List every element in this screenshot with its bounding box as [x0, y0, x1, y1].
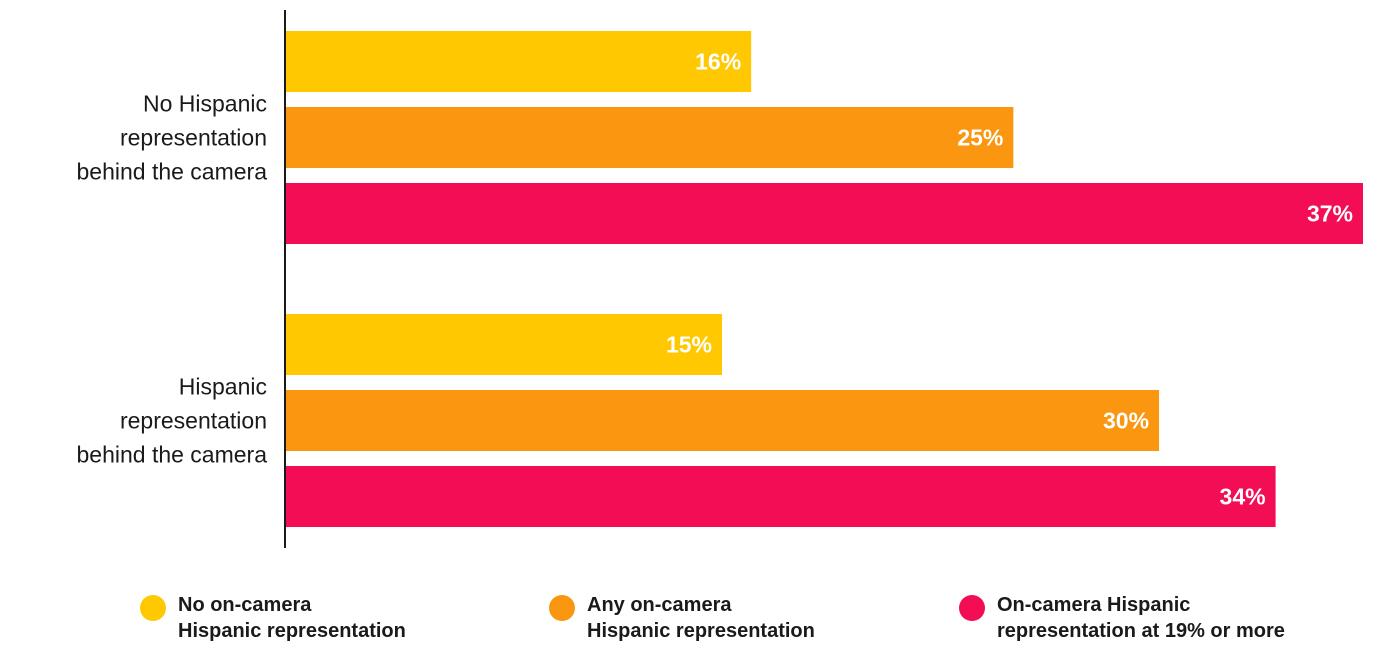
- legend-label: Any on-camera Hispanic representation: [587, 594, 815, 642]
- bar: [285, 31, 752, 92]
- legend: No on-camera Hispanic representation Any…: [0, 592, 1381, 648]
- category-label: No Hispanic representation behind the came…: [76, 91, 267, 185]
- bar-value-label: 25%: [957, 125, 1003, 151]
- bar: [285, 183, 1363, 244]
- bar: [285, 390, 1160, 451]
- legend-item-19-percent-or-more: On-camera Hispanic representation at 19%…: [959, 592, 1285, 644]
- bar-chart: 16% 25% 37% 15% 30% 34% No Hispanic representa…: [76, 10, 1363, 548]
- legend-item-no-on-camera: No on-camera Hispanic representation: [140, 592, 406, 644]
- bar-value-label: 15%: [666, 332, 712, 358]
- bar-value-label: 16%: [695, 49, 741, 75]
- bar: [285, 466, 1276, 527]
- category-label: Hispanic representation behind the camera: [76, 374, 267, 468]
- legend-label: No on-camera Hispanic representation: [178, 594, 406, 642]
- bar-value-label: 30%: [1103, 408, 1149, 434]
- bar-value-label: 37%: [1307, 201, 1353, 227]
- legend-label: On-camera Hispanic representation at 19%…: [997, 594, 1285, 642]
- bar: [285, 314, 723, 375]
- category-labels: No Hispanic representation behind the came…: [76, 91, 267, 468]
- bar-value-label: 34%: [1220, 484, 1266, 510]
- bars-group: 16% 25% 37% 15% 30% 34%: [285, 31, 1363, 527]
- legend-swatch: [959, 595, 985, 621]
- legend-swatch: [140, 595, 166, 621]
- bar: [285, 107, 1014, 168]
- legend-item-any-on-camera: Any on-camera Hispanic representation: [549, 592, 815, 644]
- legend-swatch: [549, 595, 575, 621]
